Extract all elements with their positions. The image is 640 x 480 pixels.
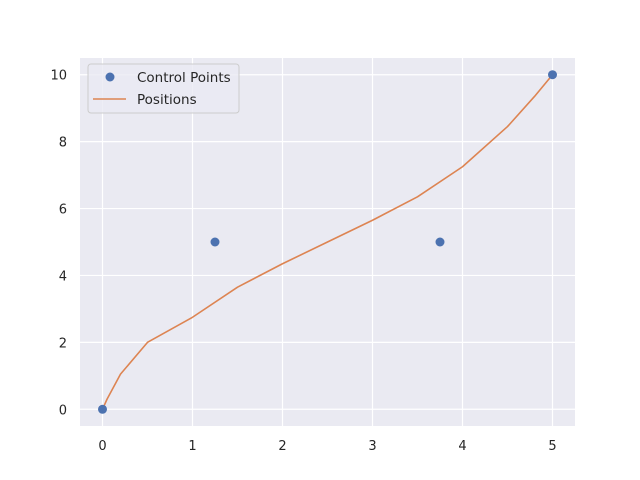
x-tick-label: 4 [458, 439, 466, 454]
control-point [435, 237, 445, 247]
grid [80, 58, 575, 426]
control-point [98, 404, 107, 414]
legend-marker-control-points [105, 72, 115, 82]
y-tick-label: 0 [59, 403, 67, 418]
x-tick-label: 0 [98, 439, 106, 454]
legend-label-positions: Positions [137, 92, 197, 108]
x-tick-label: 5 [548, 439, 556, 454]
series-line-positions [101, 74, 554, 410]
y-tick-label: 8 [59, 136, 67, 151]
y-tick-label: 4 [59, 269, 67, 284]
control-point [548, 70, 557, 80]
legend: Control Points Positions [87, 63, 240, 114]
y-tick-label: 6 [59, 203, 67, 218]
y-tick-label: 2 [59, 336, 67, 351]
series-layer [98, 70, 557, 414]
legend-box [87, 63, 240, 114]
x-axis-ticks: 0 1 2 3 4 5 [98, 439, 556, 454]
x-tick-label: 2 [278, 439, 286, 454]
y-axis-ticks: 0 2 4 6 8 10 [50, 69, 67, 419]
control-point [210, 237, 220, 247]
x-tick-label: 1 [188, 439, 196, 454]
x-tick-label: 3 [368, 439, 376, 454]
legend-label-control-points: Control Points [137, 70, 231, 86]
y-tick-label: 10 [50, 69, 67, 84]
